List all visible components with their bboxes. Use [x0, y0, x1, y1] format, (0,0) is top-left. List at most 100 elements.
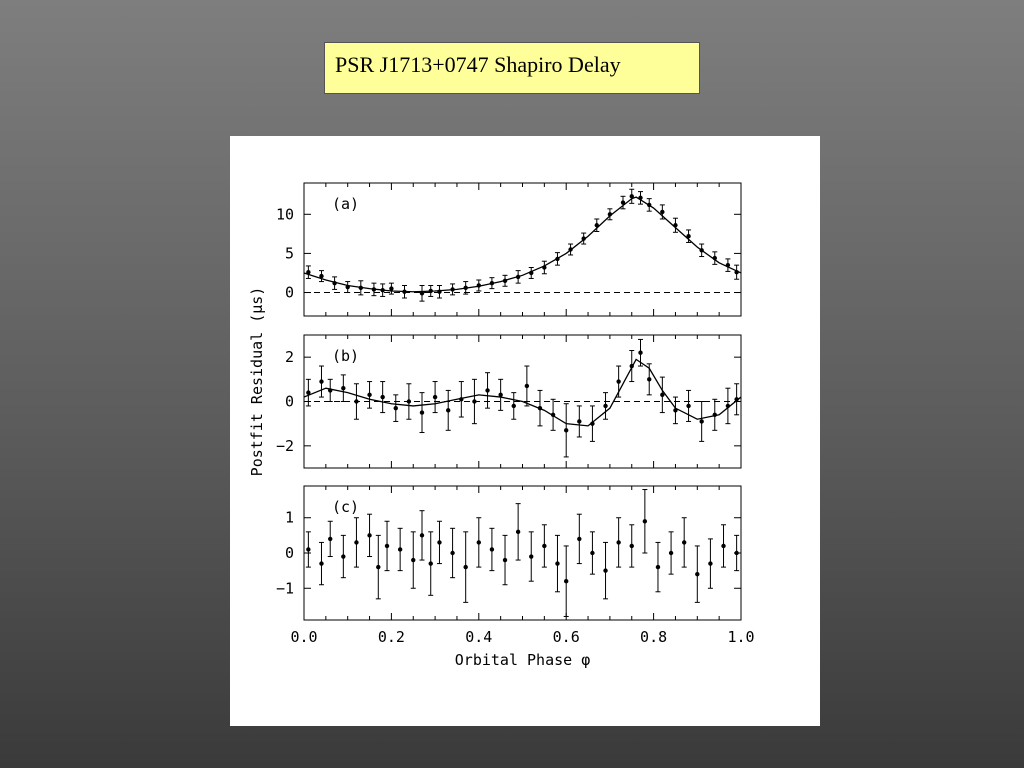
- data-point: [306, 390, 311, 395]
- data-point: [476, 540, 481, 545]
- data-point: [328, 536, 333, 542]
- fit-curve: [303, 196, 742, 293]
- data-point: [699, 248, 704, 253]
- data-point: [577, 536, 582, 542]
- data-point: [712, 255, 717, 261]
- data-point: [555, 256, 560, 262]
- data-point: [428, 561, 433, 566]
- data-point: [607, 212, 613, 217]
- data-point: [668, 550, 674, 556]
- data-point: [319, 561, 324, 566]
- data-point: [472, 399, 477, 404]
- data-point: [686, 403, 691, 409]
- data-point: [437, 540, 442, 545]
- data-point: [673, 408, 678, 413]
- data-point: [489, 547, 495, 552]
- y-axis-label: Postfit Residual (μs): [248, 287, 266, 477]
- data-point: [629, 194, 634, 199]
- x-tick-label: 0.8: [640, 628, 667, 646]
- data-point: [376, 564, 381, 570]
- data-point: [550, 412, 556, 417]
- data-point: [367, 392, 372, 398]
- y-tick-label: 0: [285, 393, 294, 411]
- data-point: [476, 283, 481, 288]
- data-point: [419, 410, 425, 415]
- data-point: [616, 540, 621, 545]
- y-tick-label: 0: [285, 284, 294, 302]
- data-point: [537, 405, 543, 411]
- data-point: [328, 388, 333, 393]
- data-point: [725, 262, 731, 268]
- data-point: [642, 519, 648, 524]
- data-point: [673, 223, 678, 228]
- data-point: [502, 557, 508, 563]
- data-point: [594, 223, 599, 228]
- data-point: [647, 202, 652, 208]
- data-point: [354, 399, 359, 404]
- data-point: [529, 554, 534, 559]
- data-point: [725, 403, 731, 409]
- data-point: [463, 564, 468, 570]
- data-point: [542, 265, 547, 270]
- data-point: [419, 533, 425, 538]
- data-point: [721, 543, 726, 549]
- data-point: [647, 377, 652, 382]
- data-point: [590, 421, 595, 426]
- data-point: [511, 403, 516, 409]
- data-point: [489, 280, 495, 286]
- data-point: [319, 379, 324, 384]
- data-point: [345, 284, 350, 290]
- data-point: [380, 394, 385, 400]
- panel-label: (c): [332, 498, 359, 516]
- data-point: [620, 200, 626, 205]
- data-point: [367, 533, 372, 538]
- data-point: [332, 280, 337, 286]
- data-point: [459, 397, 464, 402]
- data-point: [515, 274, 521, 280]
- data-point: [590, 550, 595, 556]
- data-point: [341, 554, 346, 559]
- data-point: [734, 550, 739, 556]
- y-tick-label: 5: [285, 244, 294, 262]
- data-point: [695, 571, 700, 577]
- x-tick-label: 0.6: [553, 628, 580, 646]
- data-point: [306, 269, 311, 275]
- data-point: [564, 428, 569, 433]
- x-tick-label: 0.4: [465, 628, 492, 646]
- slide-title: PSR J1713+0747 Shapiro Delay: [324, 42, 700, 94]
- panel-label: (a): [332, 195, 359, 213]
- data-point: [341, 386, 346, 391]
- data-point: [389, 286, 394, 291]
- y-tick-label: 1: [285, 509, 294, 527]
- data-point: [432, 394, 438, 400]
- data-point: [354, 540, 359, 545]
- data-point: [306, 547, 311, 552]
- panel-frame: [303, 182, 742, 317]
- data-point: [660, 392, 665, 398]
- data-point: [502, 278, 508, 283]
- data-point: [581, 236, 586, 241]
- data-point: [485, 388, 490, 393]
- data-point: [660, 209, 665, 215]
- y-tick-label: −2: [276, 437, 294, 455]
- data-point: [542, 543, 547, 549]
- data-point: [371, 287, 377, 292]
- data-point: [629, 543, 634, 549]
- data-point: [402, 289, 407, 294]
- fit-curve: [303, 358, 742, 427]
- data-point: [638, 195, 643, 201]
- data-point: [463, 285, 468, 291]
- data-point: [397, 547, 403, 552]
- data-point: [603, 568, 608, 573]
- x-tick-label: 0.2: [378, 628, 405, 646]
- x-axis-label: Orbital Phase φ: [455, 651, 590, 669]
- data-point: [411, 557, 416, 563]
- data-point: [564, 579, 569, 584]
- data-point: [686, 234, 691, 239]
- y-tick-label: 2: [285, 348, 294, 366]
- data-point: [699, 419, 704, 424]
- data-point: [708, 561, 713, 566]
- data-point: [555, 561, 560, 566]
- data-point: [655, 564, 661, 570]
